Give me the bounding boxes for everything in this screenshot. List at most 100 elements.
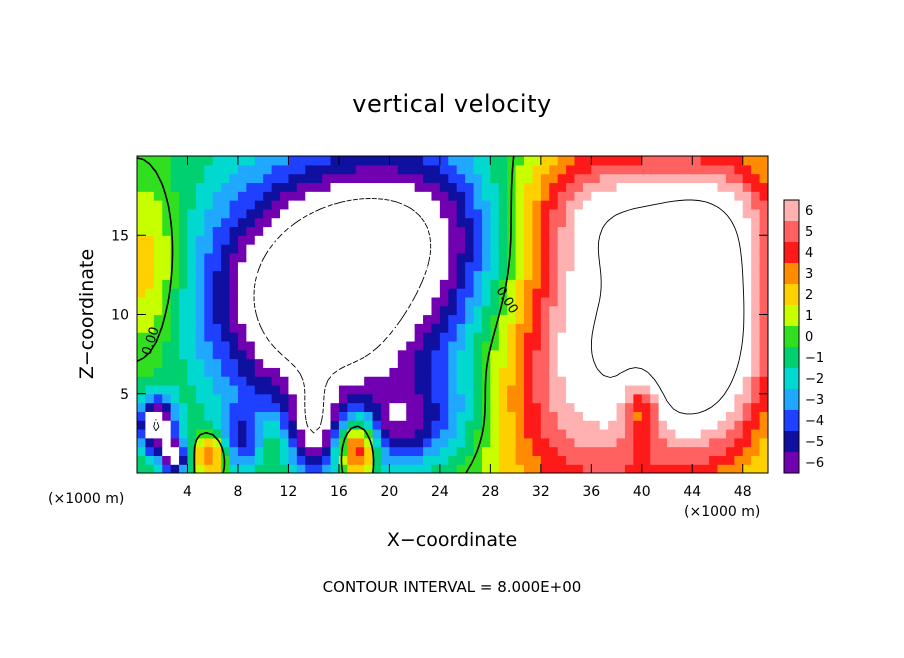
heatmap-cell — [263, 323, 273, 333]
heatmap-cell — [473, 384, 483, 395]
heatmap-cell — [221, 235, 231, 245]
heatmap-cell — [582, 156, 592, 166]
heatmap-cell — [246, 261, 256, 272]
heatmap-cell — [591, 420, 601, 430]
heatmap-cell — [465, 270, 475, 280]
heatmap-cell — [338, 305, 348, 316]
heatmap-cell — [414, 437, 424, 448]
heatmap-cell — [566, 226, 576, 236]
heatmap-cell — [481, 323, 491, 333]
heatmap-cell — [725, 314, 735, 324]
heatmap-cell — [700, 164, 710, 175]
heatmap-cell — [591, 305, 601, 316]
heatmap-cell — [406, 376, 416, 386]
heatmap-cell — [624, 367, 634, 377]
heatmap-cell — [574, 279, 584, 289]
heatmap-cell — [347, 376, 357, 386]
heatmap-cell — [162, 208, 172, 219]
heatmap-cell — [574, 226, 584, 236]
heatmap-cell — [372, 420, 382, 430]
heatmap-cell — [212, 464, 222, 473]
heatmap-cell — [717, 244, 727, 254]
heatmap-cell — [212, 156, 222, 166]
heatmap-cell — [599, 349, 609, 360]
heatmap-cell — [179, 173, 189, 184]
heatmap-cell — [187, 332, 197, 342]
heatmap-cell — [288, 305, 298, 316]
heatmap-cell — [709, 376, 719, 386]
heatmap-cell — [153, 156, 163, 166]
heatmap-cell — [490, 411, 500, 421]
heatmap-cell — [162, 393, 172, 404]
heatmap-cell — [473, 191, 483, 201]
heatmap-cell — [406, 305, 416, 316]
heatmap-cell — [507, 420, 517, 430]
heatmap-cell — [658, 340, 668, 351]
heatmap-cell — [204, 296, 214, 307]
heatmap-cell — [515, 437, 525, 448]
heatmap-cell — [380, 296, 390, 307]
heatmap-cell — [137, 279, 147, 289]
heatmap-cell — [397, 393, 407, 404]
heatmap-cell — [372, 244, 382, 254]
heatmap-cell — [633, 164, 643, 175]
heatmap-cell — [414, 323, 424, 333]
heatmap-cell — [305, 402, 315, 412]
heatmap-cell — [490, 173, 500, 184]
heatmap-cell — [490, 393, 500, 404]
heatmap-cell — [439, 464, 449, 473]
heatmap-cell — [498, 305, 508, 316]
heatmap-cell — [667, 252, 677, 263]
heatmap-cell — [616, 464, 626, 473]
heatmap-cell — [280, 367, 290, 377]
heatmap-cell — [624, 437, 634, 448]
heatmap-cell — [650, 288, 660, 298]
heatmap-cell — [667, 156, 677, 166]
heatmap-cell — [616, 314, 626, 324]
colorbar-swatch — [784, 305, 799, 327]
heatmap-cell — [616, 288, 626, 298]
heatmap-cell — [280, 288, 290, 298]
heatmap-cell — [650, 420, 660, 430]
heatmap-cell — [271, 288, 281, 298]
heatmap-cell — [305, 323, 315, 333]
heatmap-cell — [313, 464, 323, 473]
heatmap-cell — [204, 437, 214, 448]
heatmap-cell — [338, 314, 348, 324]
heatmap-cell — [221, 411, 231, 421]
heatmap-cell — [759, 173, 768, 184]
heatmap-cell — [153, 182, 163, 192]
heatmap-cell — [389, 200, 399, 210]
heatmap-cell — [566, 270, 576, 280]
heatmap-cell — [465, 332, 475, 342]
heatmap-cell — [414, 235, 424, 245]
heatmap-cell — [162, 455, 172, 465]
heatmap-cell — [439, 252, 449, 263]
heatmap-cell — [473, 173, 483, 184]
heatmap-cell — [296, 191, 306, 201]
heatmap-cell — [759, 411, 768, 421]
heatmap-cell — [591, 252, 601, 263]
heatmap-cell — [675, 314, 685, 324]
heatmap-cell — [515, 455, 525, 465]
heatmap-cell — [759, 349, 768, 360]
heatmap-cell — [498, 384, 508, 395]
heatmap-cell — [237, 323, 247, 333]
heatmap-cell — [524, 340, 534, 351]
heatmap-cell — [574, 261, 584, 272]
heatmap-cell — [246, 173, 256, 184]
heatmap-cell — [170, 464, 180, 473]
heatmap-cell — [498, 252, 508, 263]
heatmap-cell — [624, 208, 634, 219]
heatmap-cell — [254, 393, 264, 404]
heatmap-cell — [759, 367, 768, 377]
heatmap-cell — [397, 182, 407, 192]
heatmap-cell — [641, 164, 651, 175]
x-tick-label: 8 — [233, 484, 242, 500]
heatmap-cell — [616, 200, 626, 210]
heatmap-cell — [221, 217, 231, 228]
heatmap-cell — [683, 156, 693, 166]
heatmap-cell — [633, 420, 643, 430]
heatmap-cell — [288, 384, 298, 395]
heatmap-cell — [709, 349, 719, 360]
